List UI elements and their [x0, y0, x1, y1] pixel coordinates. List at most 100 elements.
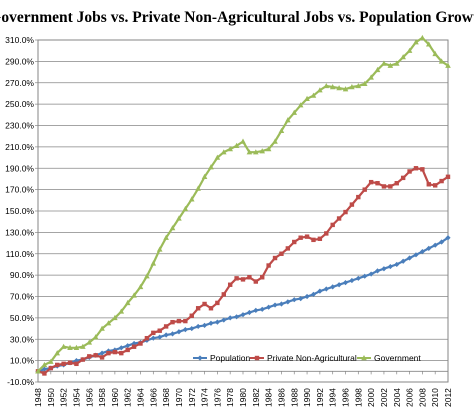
- data-point-population: [285, 299, 291, 305]
- data-point-population: [400, 258, 406, 264]
- data-point-private-non-agricultural: [317, 236, 323, 241]
- data-point-private-non-agricultural: [432, 183, 438, 188]
- data-point-private-non-agricultural: [356, 194, 361, 200]
- legend-label-population: Population: [210, 353, 250, 363]
- data-point-government: [35, 368, 41, 374]
- data-point-private-non-agricultural: [119, 350, 124, 356]
- x-tick-label: 1962: [123, 388, 133, 407]
- data-point-private-non-agricultural: [349, 202, 355, 207]
- x-tick-label: 1996: [341, 388, 351, 407]
- y-tick-label: 70.0%: [10, 292, 35, 302]
- y-tick-label: 310.0%: [5, 35, 34, 45]
- data-point-population: [41, 366, 48, 372]
- data-point-government: [291, 109, 298, 115]
- x-tick-label: 1976: [212, 388, 222, 407]
- y-tick-label: 250.0%: [5, 99, 34, 109]
- gridlines: [38, 39, 448, 383]
- data-point-population: [195, 323, 201, 330]
- data-point-private-non-agricultural: [394, 181, 399, 186]
- data-point-private-non-agricultural: [234, 276, 239, 281]
- data-point-government: [445, 62, 451, 68]
- x-tick-label: 1968: [161, 388, 171, 407]
- y-tick-label: 110.0%: [6, 249, 35, 259]
- data-point-government: [227, 146, 233, 152]
- y-tick-label: 190.0%: [5, 163, 34, 173]
- y-tick-label: 10.0%: [10, 356, 35, 366]
- data-point-population: [150, 335, 156, 341]
- data-point-population: [419, 249, 425, 255]
- data-point-government: [73, 344, 80, 350]
- x-tick-label: 1958: [97, 388, 107, 407]
- data-point-private-non-agricultural: [247, 275, 252, 280]
- data-point-government: [169, 225, 176, 231]
- data-point-private-non-agricultural: [240, 277, 246, 282]
- x-tick-label: 2000: [366, 388, 376, 407]
- data-point-private-non-agricultural: [74, 361, 79, 367]
- data-point-population: [259, 306, 265, 312]
- x-tick-label: 2002: [379, 388, 389, 407]
- data-point-population: [394, 261, 400, 268]
- data-point-private-non-agricultural: [163, 324, 169, 329]
- data-point-private-non-agricultural: [445, 174, 451, 179]
- data-point-population: [387, 263, 393, 270]
- data-point-government: [112, 314, 118, 321]
- x-tick-label: 1982: [251, 388, 261, 407]
- data-point-private-non-agricultural: [189, 313, 194, 318]
- data-point-private-non-agricultural: [272, 255, 278, 261]
- data-point-private-non-agricultural: [324, 231, 329, 236]
- x-tick-label: 2012: [443, 388, 453, 407]
- data-point-private-non-agricultural: [99, 355, 105, 360]
- data-point-government: [285, 117, 291, 123]
- data-point-government: [368, 74, 374, 80]
- data-point-government: [240, 138, 246, 144]
- y-tick-label: -10.0%: [7, 377, 34, 387]
- data-point-government: [201, 173, 208, 179]
- data-point-government: [374, 66, 381, 73]
- data-point-private-non-agricultural: [144, 335, 150, 341]
- data-point-private-non-agricultural: [407, 169, 412, 174]
- x-tick-label: 1966: [148, 388, 158, 407]
- data-point-government: [297, 102, 304, 108]
- legend: Population Private Non-Agricultural Govern…: [193, 353, 421, 363]
- data-point-population: [214, 319, 220, 325]
- data-point-private-non-agricultural: [80, 357, 86, 362]
- data-point-private-non-agricultural: [125, 347, 130, 353]
- series-layer: [35, 34, 451, 376]
- data-point-private-non-agricultural: [285, 246, 291, 251]
- y-tick-label: 270.0%: [5, 78, 34, 88]
- data-point-government: [124, 299, 131, 306]
- y-tick-label: 210.0%: [5, 142, 34, 152]
- data-point-population: [438, 239, 445, 245]
- y-tick-label: 30.0%: [10, 334, 35, 344]
- data-point-government: [387, 62, 394, 68]
- data-point-population: [118, 345, 124, 351]
- data-point-private-non-agricultural: [368, 179, 374, 185]
- data-point-population: [406, 255, 413, 261]
- data-point-private-non-agricultural: [67, 360, 73, 365]
- series-private-non-agricultural: [35, 166, 451, 376]
- data-point-private-non-agricultural: [253, 279, 259, 284]
- data-point-private-non-agricultural: [183, 318, 188, 324]
- y-tick-label: 170.0%: [5, 185, 34, 195]
- x-tick-label: 1998: [353, 388, 363, 407]
- y-tick-label: 150.0%: [5, 206, 34, 216]
- legend-marker-government: [361, 355, 367, 361]
- data-point-government: [214, 154, 221, 160]
- x-tick-label: 1948: [33, 388, 43, 407]
- data-point-private-non-agricultural: [311, 237, 316, 243]
- data-point-population: [368, 271, 374, 277]
- data-point-private-non-agricultural: [48, 365, 54, 371]
- data-point-government: [304, 95, 310, 101]
- data-point-private-non-agricultural: [202, 301, 207, 307]
- data-point-population: [298, 296, 304, 302]
- data-point-government: [413, 39, 419, 45]
- data-point-government: [381, 60, 387, 66]
- x-tick-label: 1988: [289, 388, 299, 407]
- data-point-government: [137, 283, 144, 290]
- data-point-population: [310, 291, 317, 297]
- data-point-population: [291, 297, 297, 303]
- data-point-government: [233, 142, 240, 149]
- data-point-private-non-agricultural: [266, 263, 271, 268]
- data-point-government: [220, 149, 227, 155]
- data-point-population: [253, 307, 259, 313]
